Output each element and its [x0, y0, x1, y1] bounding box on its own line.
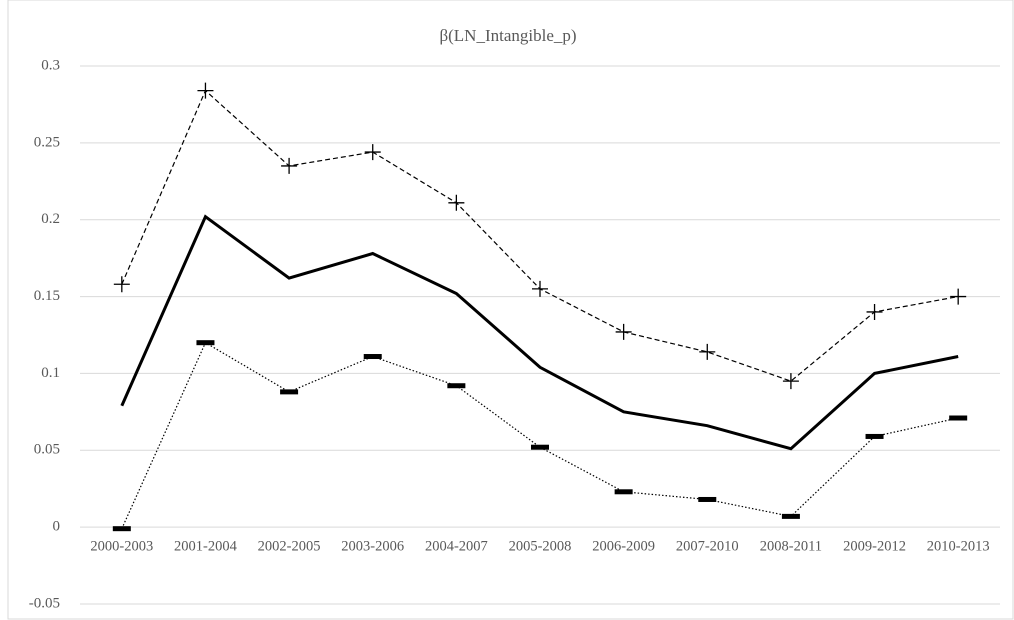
- marker-plus: [866, 303, 883, 320]
- y-tick-label: 0: [53, 519, 61, 535]
- marker-dash: [865, 433, 884, 439]
- marker-plus: [699, 343, 716, 360]
- x-tick-label: 2003-2006: [341, 538, 404, 554]
- y-tick-label: 0.1: [41, 365, 60, 381]
- y-tick-label: 0.05: [34, 442, 60, 458]
- marker-dash: [363, 354, 382, 360]
- chart-title: β(LN_Intangible_p): [439, 26, 576, 45]
- x-tick-label: 2002-2005: [258, 538, 321, 554]
- y-tick-label: 0.15: [34, 288, 60, 304]
- x-tick-label: 2008-2011: [760, 538, 822, 554]
- series-line: [120, 214, 959, 451]
- x-tick-label: 2010-2013: [927, 538, 990, 554]
- marker-dash: [698, 496, 717, 502]
- marker-dash: [447, 383, 466, 389]
- x-tick-label: 2006-2009: [592, 538, 655, 554]
- y-tick-label: 0.25: [34, 134, 60, 150]
- marker-plus: [197, 82, 214, 99]
- y-tick-label: 0.3: [41, 57, 60, 73]
- x-tick-label: 2007-2010: [676, 538, 739, 554]
- marker-plus: [364, 144, 381, 161]
- marker-dash: [531, 444, 549, 450]
- marker-plus: [950, 288, 967, 305]
- marker-plus: [113, 276, 130, 293]
- marker-dash: [280, 389, 299, 395]
- y-tick-label: -0.05: [29, 595, 60, 611]
- marker-dash: [112, 526, 131, 532]
- marker-dash: [949, 415, 968, 421]
- x-tick-label: 2000-2003: [90, 538, 153, 554]
- marker-dash: [781, 513, 800, 519]
- marker-dash: [614, 489, 633, 495]
- x-tick-label: 2001-2004: [174, 538, 238, 554]
- series-line: [121, 341, 959, 529]
- marker-plus: [281, 157, 298, 174]
- y-tick-label: 0.2: [41, 211, 60, 227]
- marker-plus: [448, 194, 465, 211]
- marker-plus: [615, 323, 632, 340]
- marker-plus: [532, 280, 548, 297]
- marker-plus: [782, 373, 799, 390]
- x-tick-label: 2009-2012: [843, 538, 906, 554]
- chart-border: [7, 0, 1014, 620]
- marker-dash: [196, 340, 215, 346]
- x-tick-label: 2004-2007: [425, 538, 488, 554]
- x-tick-label: 2005-2008: [509, 538, 572, 554]
